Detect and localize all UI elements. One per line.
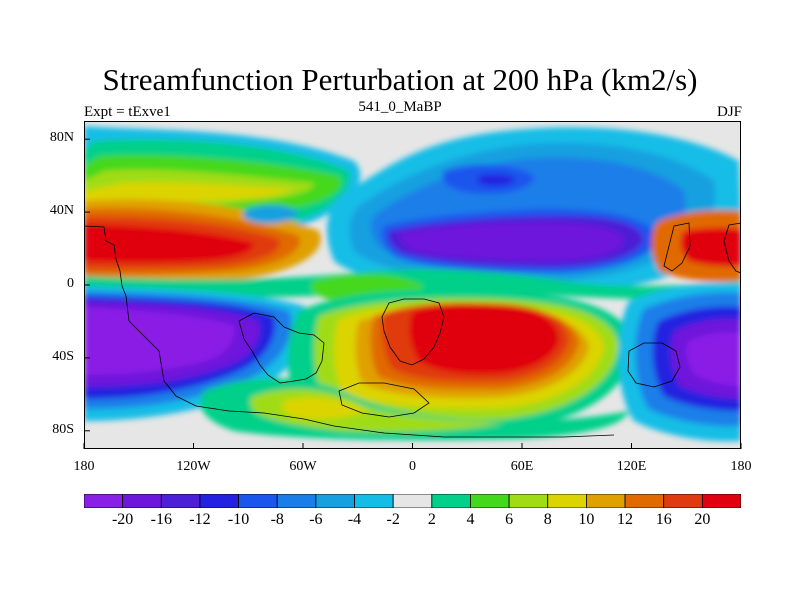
colorbar-label: 2	[427, 511, 436, 528]
coastline-australia	[627, 342, 681, 388]
coastline-antarctic-peninsula	[338, 382, 430, 418]
x-tick-label: 180	[730, 459, 752, 474]
colorbar-box	[392, 494, 433, 508]
contour-region	[409, 304, 559, 374]
colorbar-label: -4	[347, 511, 362, 528]
colorbar-label: 8	[543, 511, 552, 528]
colorbar-box	[238, 494, 278, 508]
colorbar-box	[586, 494, 626, 508]
x-tick-label: 60W	[289, 459, 317, 474]
colorbar-box	[276, 494, 317, 508]
coastline-south-america	[238, 312, 325, 384]
contour-region	[477, 174, 516, 186]
colorbar-label: -16	[150, 511, 172, 528]
x-tick-label: 0	[409, 459, 416, 474]
colorbar-label: -8	[270, 511, 284, 528]
x-tick-label: 120W	[176, 459, 211, 474]
colorbar-box	[508, 494, 549, 508]
chart-title: Streamfunction Perturbation at 200 hPa (…	[102, 62, 698, 97]
contour-region	[282, 397, 369, 419]
case-label: 541_0_MaBP	[358, 99, 442, 115]
map-plot	[84, 121, 741, 449]
contour-region	[398, 222, 624, 261]
y-tick-label: 80N	[49, 130, 74, 146]
colorbar-label: 20	[694, 511, 711, 528]
colorbar-label: 10	[578, 511, 595, 528]
colorbar-label: -10	[227, 511, 250, 528]
axis-ticks	[83, 138, 742, 449]
coastline-americas	[84, 225, 615, 438]
colorbar-box	[122, 494, 162, 508]
x-tick-label: 180	[73, 459, 95, 474]
colorbar-box	[547, 494, 587, 508]
colorbar-label: 6	[505, 511, 514, 528]
colorbar-label: -2	[386, 511, 400, 528]
y-tick-label: 40S	[52, 348, 74, 364]
contour-region	[686, 332, 741, 386]
contour-region	[242, 205, 299, 224]
coastline-asia-east	[663, 222, 691, 272]
y-tick-label: 0	[67, 276, 74, 291]
colorbar-box	[624, 494, 665, 508]
contour-region	[84, 307, 235, 375]
colorbar-box	[84, 494, 124, 508]
season-label: DJF	[716, 104, 742, 120]
colorbar-label: 4	[466, 511, 475, 528]
x-tick-label: 60E	[510, 459, 534, 474]
coastline-east-edge	[723, 222, 741, 274]
colorbar-box	[470, 494, 510, 508]
contour-region	[84, 224, 254, 263]
colorbar	[84, 494, 741, 508]
y-tick-label: 80S	[52, 421, 74, 437]
colorbar-label: 12	[617, 511, 634, 528]
colorbar-box	[431, 494, 471, 508]
colorbar-box	[354, 494, 394, 508]
colorbar-label: 16	[655, 511, 672, 528]
colorbar-label: -12	[189, 511, 211, 528]
colorbar-box	[315, 494, 355, 508]
colorbar-box	[701, 494, 741, 508]
colorbar-box	[160, 494, 201, 508]
contour-field	[84, 126, 741, 442]
colorbar-box	[199, 494, 239, 508]
colorbar-box	[663, 494, 703, 508]
colorbar-label: -20	[111, 511, 134, 528]
experiment-label: Expt = tExve1	[84, 104, 171, 120]
y-tick-label: 40N	[49, 203, 74, 219]
x-tick-label: 120E	[616, 459, 647, 474]
colorbar-label: -6	[309, 511, 323, 528]
contour-region	[680, 227, 741, 267]
coastlines	[84, 222, 741, 438]
coastline-africa	[381, 298, 445, 366]
